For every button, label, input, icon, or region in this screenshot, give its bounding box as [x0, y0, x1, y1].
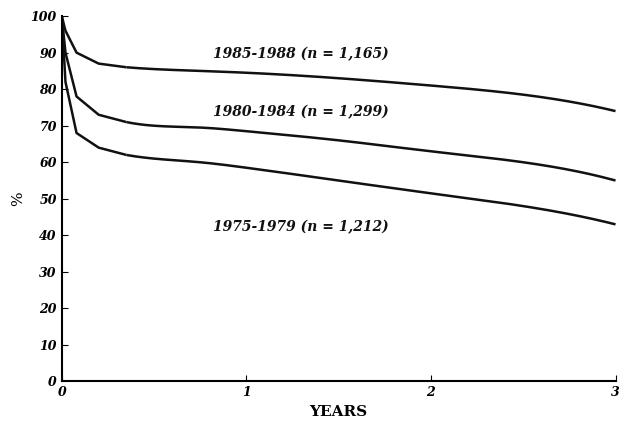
Y-axis label: %: % — [11, 191, 25, 206]
Text: 1975-1979 (n = 1,212): 1975-1979 (n = 1,212) — [213, 221, 389, 235]
X-axis label: YEARS: YEARS — [310, 405, 368, 419]
Text: 1980-1984 (n = 1,299): 1980-1984 (n = 1,299) — [213, 105, 389, 120]
Text: 1985-1988 (n = 1,165): 1985-1988 (n = 1,165) — [213, 47, 389, 61]
